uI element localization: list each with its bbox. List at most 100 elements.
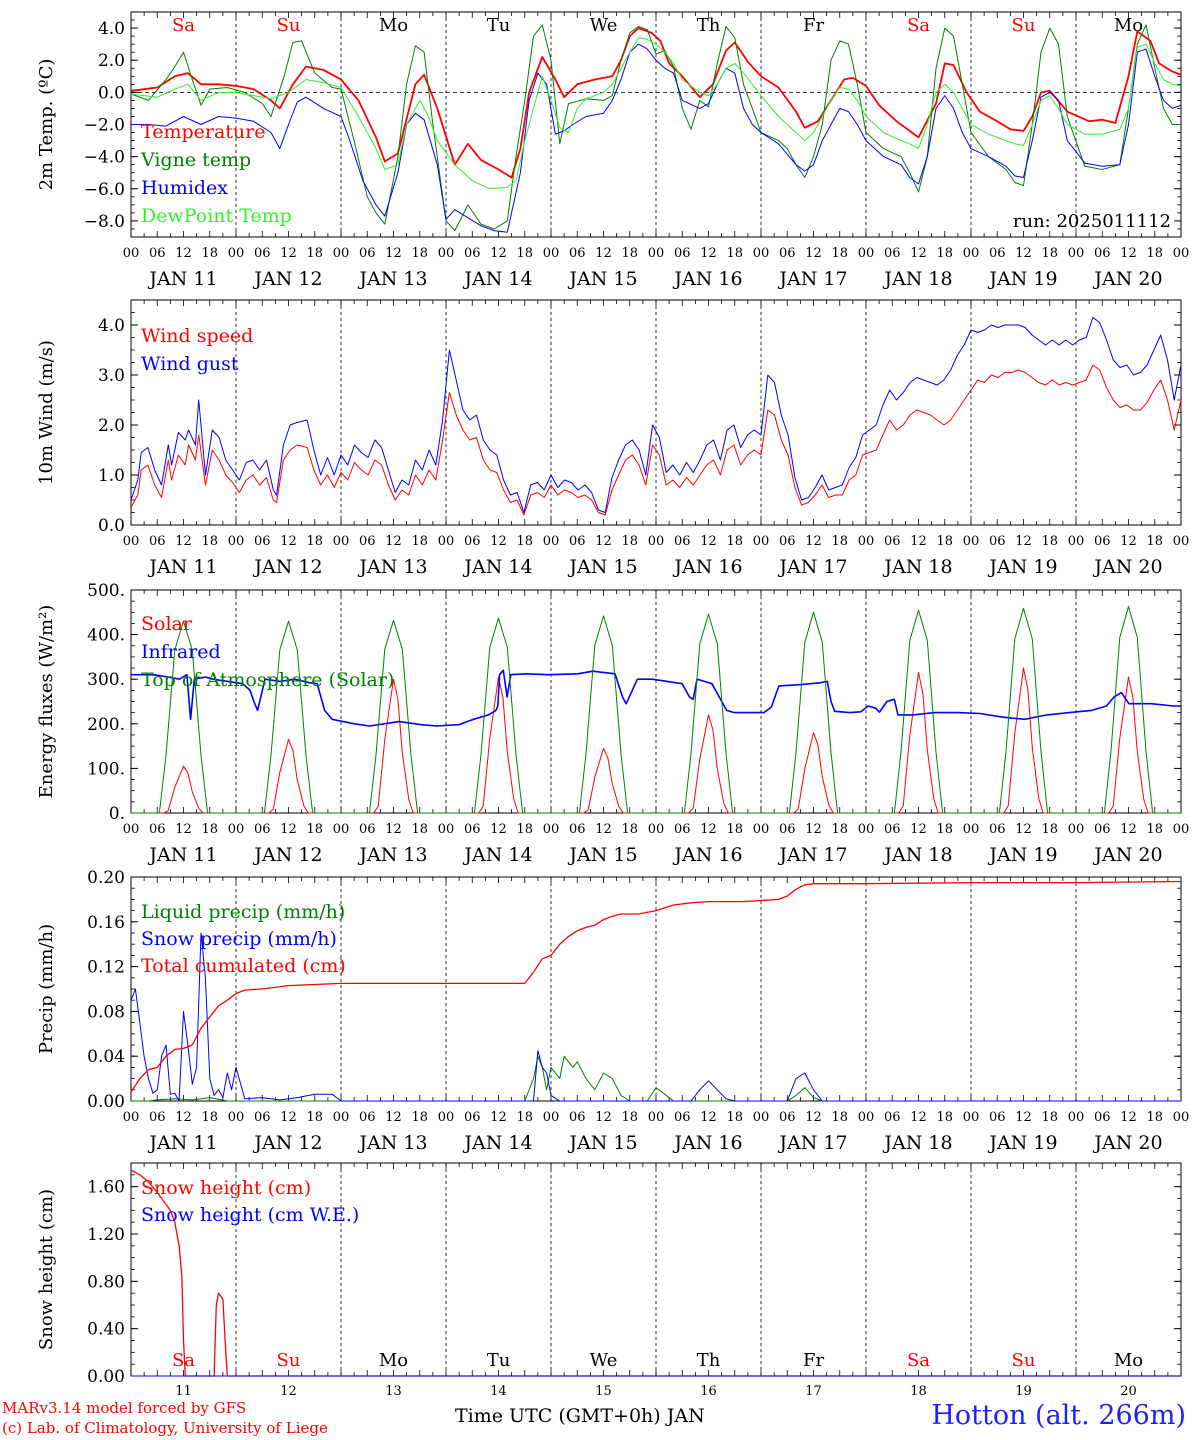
y-tick-label: 400. xyxy=(87,626,125,646)
hour-tick-label: 00 xyxy=(858,1110,875,1125)
y-axis-title: Energy fluxes (W/m²) xyxy=(36,605,57,799)
y-tick-label: 0.0 xyxy=(98,83,125,103)
legend-entry: Temperature xyxy=(141,121,265,143)
date-label: JAN 17 xyxy=(777,556,847,578)
hour-tick-label: 06 xyxy=(884,1110,901,1125)
panel-2-frame xyxy=(130,299,1182,526)
date-label: JAN 17 xyxy=(777,1132,847,1154)
day-name-label: Tu xyxy=(487,15,511,36)
hour-tick-label: 00 xyxy=(1173,822,1190,837)
date-label: JAN 20 xyxy=(1092,844,1162,866)
hour-tick-label: 00 xyxy=(438,246,455,261)
hour-tick-label: 12 xyxy=(910,246,927,261)
hour-tick-label: 18 xyxy=(936,1110,953,1125)
hour-tick-label: 18 xyxy=(201,534,218,549)
date-label: JAN 19 xyxy=(987,268,1057,290)
y-tick-label: 0.20 xyxy=(87,868,125,888)
date-label: JAN 17 xyxy=(777,844,847,866)
y-tick-label: 2.0 xyxy=(98,51,125,71)
hour-tick-label: 00 xyxy=(1068,1110,1085,1125)
day-name-label: Su xyxy=(277,15,301,36)
day-name-label: Mo xyxy=(379,15,408,36)
hour-tick-label: 12 xyxy=(910,1110,927,1125)
hour-tick-label: 12 xyxy=(175,1110,192,1125)
y-tick-label: 0.00 xyxy=(87,1092,125,1112)
y-axis-title: Snow height (cm) xyxy=(36,1189,57,1350)
date-label: JAN 19 xyxy=(987,844,1057,866)
date-label: JAN 20 xyxy=(1092,556,1162,578)
date-label: JAN 13 xyxy=(357,844,427,866)
hour-tick-label: 12 xyxy=(1015,246,1032,261)
day-name-label: Sa xyxy=(907,1350,930,1371)
hour-tick-label: 06 xyxy=(464,534,481,549)
hour-tick-label: 18 xyxy=(621,246,638,261)
hour-tick-label: 06 xyxy=(464,1110,481,1125)
day-name-label: Fr xyxy=(803,15,824,36)
hour-tick-label: 18 xyxy=(936,534,953,549)
hour-tick-label: 06 xyxy=(674,246,691,261)
station-name: Hotton (alt. 266m) xyxy=(931,1400,1186,1431)
hour-tick-label: 18 xyxy=(516,1110,533,1125)
hour-tick-label: 06 xyxy=(359,246,376,261)
hour-tick-label: 06 xyxy=(779,822,796,837)
hour-tick-label: 18 xyxy=(411,534,428,549)
date-label: JAN 15 xyxy=(567,268,637,290)
hour-tick-label: 12 xyxy=(490,246,507,261)
legend-entry: Total cumulated (cm) xyxy=(141,955,346,977)
hour-tick-label: 18 xyxy=(936,246,953,261)
day-number-label: 15 xyxy=(595,1384,612,1399)
date-label: JAN 14 xyxy=(462,1132,532,1154)
hour-tick-label: 00 xyxy=(1173,246,1190,261)
hour-tick-label: 12 xyxy=(280,1110,297,1125)
hour-tick-label: 18 xyxy=(1146,1110,1163,1125)
date-label: JAN 12 xyxy=(252,556,322,578)
hour-tick-label: 12 xyxy=(805,246,822,261)
day-name-label: Sa xyxy=(172,1350,195,1371)
hour-tick-label: 00 xyxy=(963,822,980,837)
y-tick-label: 0.16 xyxy=(87,913,125,933)
hour-tick-label: 18 xyxy=(621,822,638,837)
date-label: JAN 12 xyxy=(252,1132,322,1154)
hour-tick-label: 06 xyxy=(149,1110,166,1125)
y-tick-label: 0. xyxy=(109,804,125,824)
hour-tick-label: 06 xyxy=(149,822,166,837)
hour-tick-label: 00 xyxy=(1173,1110,1190,1125)
y-tick-label: −4.0 xyxy=(84,148,125,168)
hour-tick-label: 06 xyxy=(1094,534,1111,549)
hour-tick-label: 06 xyxy=(674,534,691,549)
hour-tick-label: 00 xyxy=(648,822,665,837)
series-line-wind-gust xyxy=(130,317,1182,513)
hour-tick-label: 00 xyxy=(543,822,560,837)
y-tick-label: 0.12 xyxy=(87,958,125,978)
hour-tick-label: 00 xyxy=(753,246,770,261)
date-label: JAN 12 xyxy=(252,844,322,866)
day-number-label: 11 xyxy=(175,1384,192,1399)
legend-entry: Infrared xyxy=(141,641,221,663)
hour-tick-label: 06 xyxy=(779,534,796,549)
hour-tick-label: 12 xyxy=(280,822,297,837)
y-tick-label: 1.60 xyxy=(87,1178,125,1198)
day-number-label: 17 xyxy=(805,1384,822,1399)
day-number-label: 20 xyxy=(1120,1384,1137,1399)
hour-tick-label: 06 xyxy=(359,822,376,837)
hour-tick-label: 12 xyxy=(805,534,822,549)
y-axis-title: 2m Temp. (ºC) xyxy=(36,59,57,191)
hour-tick-label: 00 xyxy=(333,822,350,837)
hour-tick-label: 06 xyxy=(359,534,376,549)
hour-tick-label: 06 xyxy=(149,246,166,261)
hour-tick-label: 18 xyxy=(831,534,848,549)
y-tick-label: −2.0 xyxy=(84,116,125,136)
day-name-label: Tu xyxy=(487,1350,511,1371)
hour-tick-label: 12 xyxy=(1120,534,1137,549)
hour-tick-label: 12 xyxy=(1120,822,1137,837)
hour-tick-label: 06 xyxy=(569,1110,586,1125)
hour-tick-label: 18 xyxy=(831,822,848,837)
hour-tick-label: 18 xyxy=(516,246,533,261)
date-label: JAN 11 xyxy=(147,844,217,866)
hour-tick-label: 00 xyxy=(858,822,875,837)
date-label: JAN 13 xyxy=(357,1132,427,1154)
hour-tick-label: 06 xyxy=(1094,246,1111,261)
day-name-label: Mo xyxy=(1114,15,1143,36)
hour-tick-label: 18 xyxy=(621,534,638,549)
hour-tick-label: 00 xyxy=(333,246,350,261)
